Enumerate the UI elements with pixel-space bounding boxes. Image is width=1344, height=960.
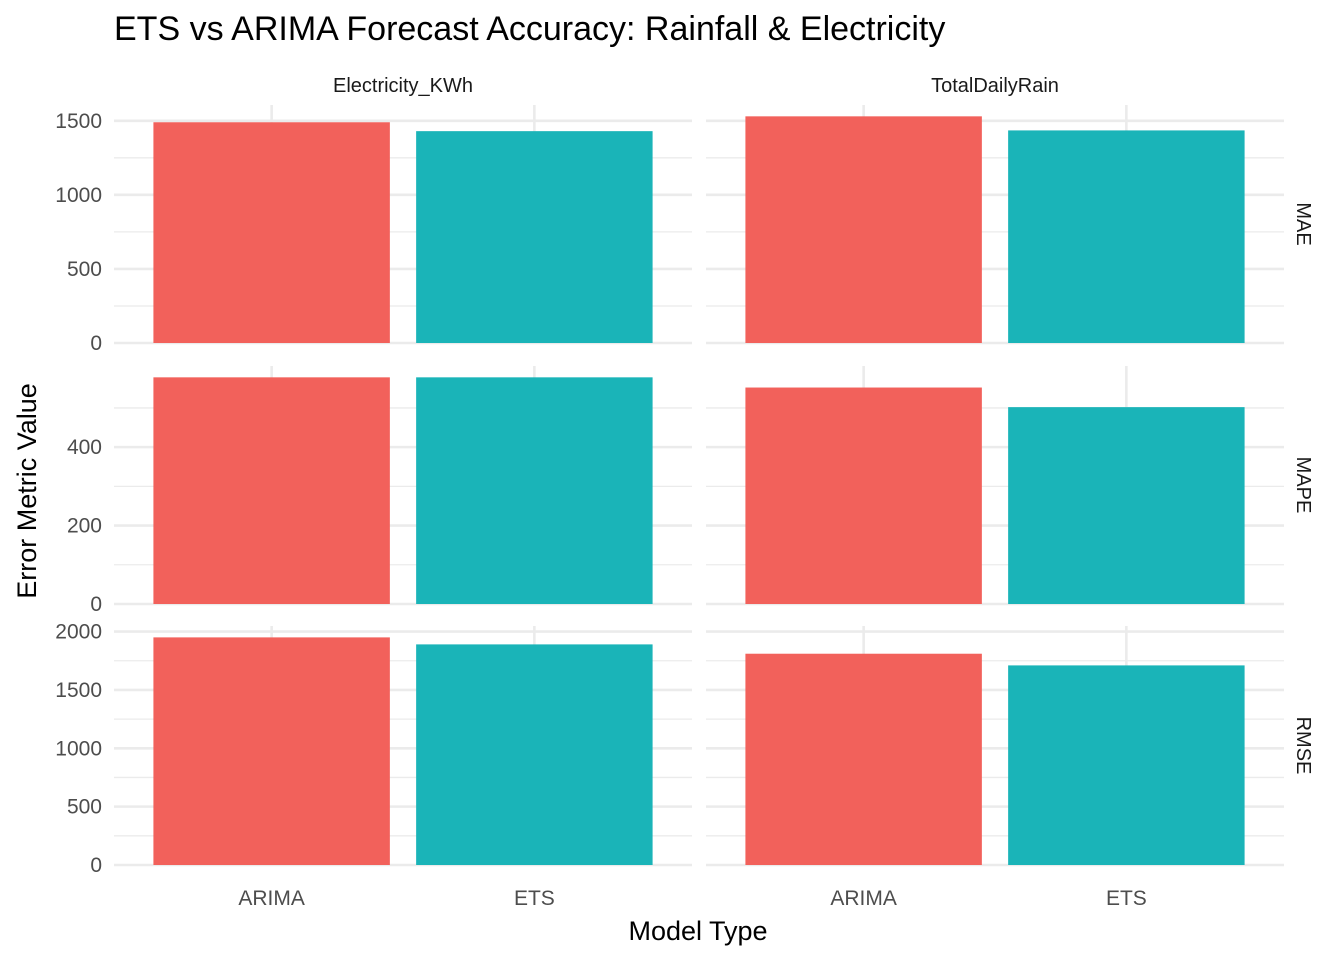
bar-arima-electricity_kwh-mape: [153, 377, 390, 604]
x-tick-label-ets: ETS: [514, 887, 555, 910]
y-tick-label-rmse: 1500: [55, 679, 102, 702]
bar-arima-electricity_kwh-mae: [153, 122, 390, 343]
bar-ets-electricity_kwh-rmse: [416, 644, 653, 865]
y-tick-label-mape: 400: [67, 436, 102, 459]
bar-ets-electricity_kwh-mae: [416, 131, 653, 343]
bar-arima-totaldailyrain-rmse: [745, 653, 982, 865]
bar-arima-electricity_kwh-rmse: [153, 637, 390, 865]
facet-panels: Electricity_KWh TotalDailyRain 0 500 1000 150…: [55, 75, 1314, 910]
bar-ets-totaldailyrain-rmse: [1008, 665, 1245, 865]
bar-ets-electricity_kwh-mape: [416, 377, 653, 604]
bar-arima-totaldailyrain-mape: [745, 387, 982, 604]
x-tick-label-arima: ARIMA: [238, 887, 305, 910]
strip-label-mae: MAE: [1292, 202, 1314, 245]
strip-label-electricity_kwh: Electricity_KWh: [333, 75, 473, 97]
y-tick-label-mape: 200: [67, 515, 102, 538]
y-tick-label-rmse: 2000: [55, 621, 102, 644]
y-tick-label-mae: 1500: [55, 110, 102, 133]
y-tick-label-mae: 0: [90, 332, 102, 355]
y-tick-label-mae: 500: [67, 258, 102, 281]
bar-ets-totaldailyrain-mae: [1008, 130, 1245, 343]
strip-label-totaldailyrain: TotalDailyRain: [931, 75, 1059, 97]
chart-title: ETS vs ARIMA Forecast Accuracy: Rainfall…: [114, 10, 945, 48]
bar-arima-totaldailyrain-mae: [745, 116, 982, 343]
y-axis-title: Error Metric Value: [12, 383, 42, 599]
y-tick-label-mae: 1000: [55, 184, 102, 207]
x-tick-label-arima: ARIMA: [830, 887, 897, 910]
x-axis-title: Model Type: [628, 916, 767, 946]
y-tick-label-rmse: 500: [67, 796, 102, 819]
strip-label-mape: MAPE: [1292, 457, 1314, 514]
bar-ets-totaldailyrain-mape: [1008, 407, 1245, 604]
y-tick-label-mape: 0: [90, 593, 102, 616]
y-tick-label-rmse: 0: [90, 854, 102, 877]
strip-label-rmse: RMSE: [1292, 717, 1314, 775]
x-tick-label-ets: ETS: [1106, 887, 1147, 910]
y-tick-label-rmse: 1000: [55, 737, 102, 760]
